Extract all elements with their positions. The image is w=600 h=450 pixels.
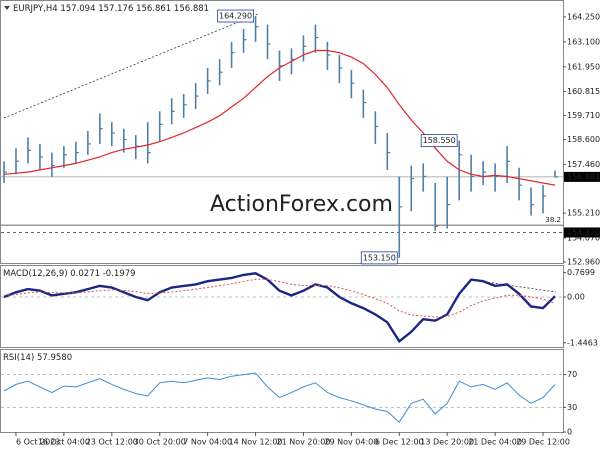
x-tick-label: 29 Nov 04:00: [324, 438, 378, 447]
macd-panel-frame: [0, 265, 564, 348]
low: 156.861: [136, 4, 171, 14]
y-tick-label: 0: [567, 428, 572, 437]
close: 156.881: [174, 4, 209, 14]
y-tick-label: -1.4463: [567, 338, 598, 347]
rsi-line: [3, 372, 556, 423]
level-label: 154.320: [567, 228, 600, 237]
signal-line: [3, 278, 556, 318]
x-tick-label: 23 Oct 12:00: [86, 438, 138, 447]
x-tick-label: 7 Nov 04:00: [183, 438, 232, 447]
macd-readout: 0.0271: [70, 269, 100, 279]
y-tick-label: 157.460: [567, 160, 600, 169]
symbol: EURJPY,H4: [13, 4, 58, 14]
y-tick-label: 0.00: [567, 293, 585, 302]
y-tick-label: 160.815: [567, 87, 600, 96]
header-icon: [4, 6, 10, 10]
high: 157.176: [98, 4, 133, 14]
annotation-box: [217, 9, 254, 23]
y-tick-label: 30: [567, 403, 577, 412]
watermark: ActionForex.com: [210, 192, 393, 217]
x-tick-label: 16 Oct 04:00: [38, 438, 90, 447]
y-tick-label: 164.250: [567, 12, 600, 21]
macd-line: [3, 272, 556, 344]
rsi-readout: 57.9580: [37, 353, 72, 363]
x-tick-label: 30 Oct 20:00: [134, 438, 186, 447]
x-tick-label: 13 Dec 20:00: [420, 438, 474, 447]
trendline: [3, 13, 259, 119]
price-box: [564, 171, 600, 182]
annotation-label: 164.290: [219, 12, 252, 21]
y-tick-label: 159.710: [567, 111, 600, 120]
y-tick-label: 154.070: [567, 233, 600, 242]
rsi-panel-frame: [0, 349, 564, 433]
x-tick-label: 6 Dec 12:00: [375, 438, 424, 447]
macd-header: MACD(12,26,9) 0.0271 -0.1979: [3, 269, 136, 279]
y-tick-label: 163.100: [567, 37, 600, 46]
y-tick-label: 70: [567, 370, 577, 379]
x-tick-label: 21 Nov 20:00: [276, 438, 330, 447]
current-price-label: 156.881: [567, 172, 600, 181]
price-box: [564, 227, 600, 238]
annotation-box: [420, 134, 458, 148]
price-panel-frame: [0, 0, 564, 264]
y-tick-label: 155.210: [567, 209, 600, 218]
open: 157.094: [60, 4, 95, 14]
y-tick-label: 161.950: [567, 62, 600, 71]
annotation-label: 158.550: [423, 136, 456, 145]
x-tick-label: 6 Oct 2023: [16, 438, 60, 447]
y-tick-label: 0.7699: [567, 268, 595, 277]
macd-title: MACD(12,26,9): [3, 269, 68, 279]
level-label: 38.2: [545, 216, 561, 224]
rsi-header: RSI(14) 57.9580: [3, 353, 72, 363]
rsi-title: RSI(14): [3, 353, 34, 363]
y-tick-label: 158.600: [567, 135, 600, 144]
annotation-box: [360, 251, 398, 265]
annotation-label: 153.150: [363, 253, 396, 262]
x-tick-label: 21 Dec 04:00: [468, 438, 522, 447]
x-tick-label: 14 Nov 12:00: [229, 438, 283, 447]
x-tick-label: 29 Dec 12:00: [516, 438, 570, 447]
signal-readout: -0.1979: [103, 269, 136, 279]
header: EURJPY,H4 157.094 157.176 156.861 156.88…: [13, 4, 209, 14]
moving-average: [3, 49, 556, 186]
y-tick-label: 152.960: [567, 258, 600, 267]
